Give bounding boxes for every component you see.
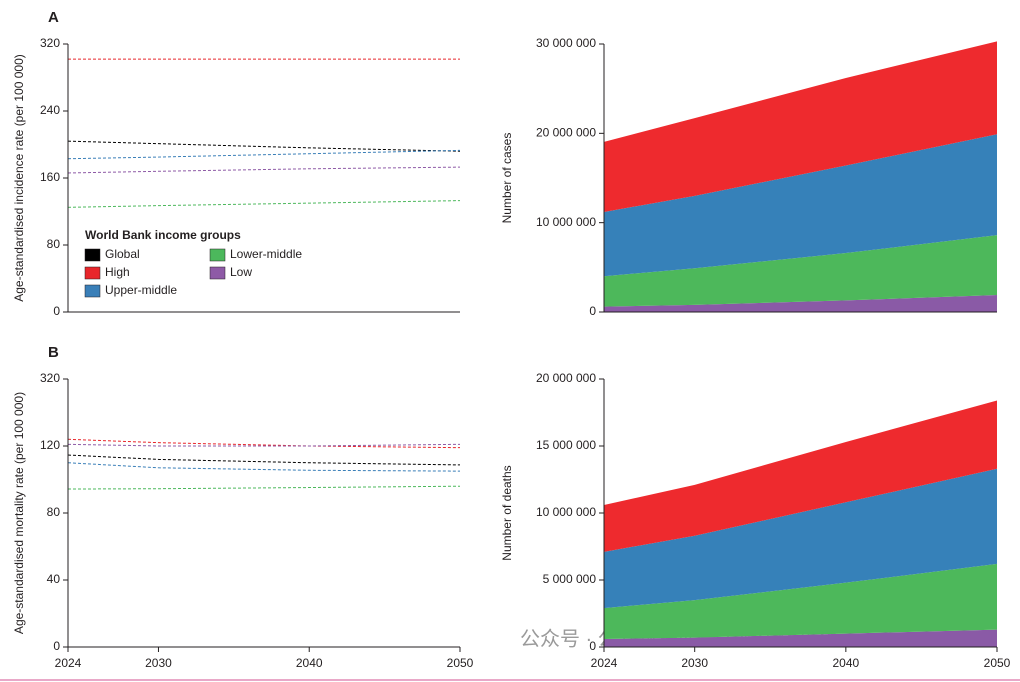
y-tick-label: 40 [47, 572, 61, 586]
data-line [67, 200, 461, 208]
legend-swatch [84, 266, 101, 280]
data-line [67, 454, 461, 466]
stacked-area [604, 295, 997, 312]
y-tick-label: 320 [40, 36, 60, 50]
x-tick-label: 2030 [145, 656, 172, 670]
x-tick-label: 2050 [984, 656, 1011, 670]
stacked-area [604, 235, 997, 307]
y-tick-label: 240 [40, 103, 60, 117]
y-tick-label: 20 000 000 [536, 126, 596, 140]
legend-label: Global [105, 247, 140, 261]
y-axis-label: Age-standardised incidence rate (per 100… [12, 54, 26, 302]
data-line [67, 149, 461, 160]
stacked-area [604, 400, 997, 552]
legend-label: Lower-middle [230, 247, 302, 261]
stacked-area [604, 563, 997, 639]
y-tick-label: 20 000 000 [536, 371, 596, 385]
y-tick-label: 10 000 000 [536, 215, 596, 229]
legend-label: High [105, 265, 130, 279]
x-tick-label: 2030 [681, 656, 708, 670]
panel-label: A [48, 9, 59, 26]
legend-swatch [209, 248, 226, 262]
y-tick-label: 80 [47, 505, 61, 519]
x-tick-label: 2040 [832, 656, 859, 670]
y-tick-label: 80 [47, 237, 61, 251]
legend-swatch [84, 284, 101, 298]
x-tick-label: 2024 [591, 656, 618, 670]
panel-label: B [48, 344, 59, 361]
legend-swatch [84, 248, 101, 262]
y-tick-label: 120 [40, 438, 60, 452]
stacked-area [604, 134, 997, 277]
y-axis-label: Number of cases [500, 133, 514, 224]
legend-label: Low [230, 265, 252, 279]
legend-swatch [209, 266, 226, 280]
y-axis-label: Number of deaths [500, 465, 514, 560]
x-tick-label: 2040 [296, 656, 323, 670]
legend-label: Upper-middle [105, 283, 177, 297]
x-tick-label: 2050 [447, 656, 474, 670]
x-tick-label: 2024 [55, 656, 82, 670]
y-tick-label: 10 000 000 [536, 505, 596, 519]
y-tick-label: 30 000 000 [536, 36, 596, 50]
y-tick-label: 0 [589, 304, 596, 318]
stacked-area [604, 629, 997, 647]
data-line [67, 166, 461, 174]
data-line [67, 443, 461, 447]
data-line [67, 140, 461, 152]
y-tick-label: 160 [40, 170, 60, 184]
y-tick-label: 0 [589, 639, 596, 653]
y-tick-label: 15 000 000 [536, 438, 596, 452]
legend-title: World Bank income groups [85, 228, 241, 242]
stacked-area [604, 41, 997, 212]
y-axis-label: Age-standardised mortality rate (per 100… [12, 392, 26, 634]
y-tick-label: 0 [53, 639, 60, 653]
data-line [67, 438, 461, 449]
y-tick-label: 0 [53, 304, 60, 318]
y-tick-label: 320 [40, 371, 60, 385]
data-line [67, 462, 461, 472]
data-line [67, 485, 461, 490]
y-tick-label: 5 000 000 [543, 572, 597, 586]
stacked-area [604, 468, 997, 609]
